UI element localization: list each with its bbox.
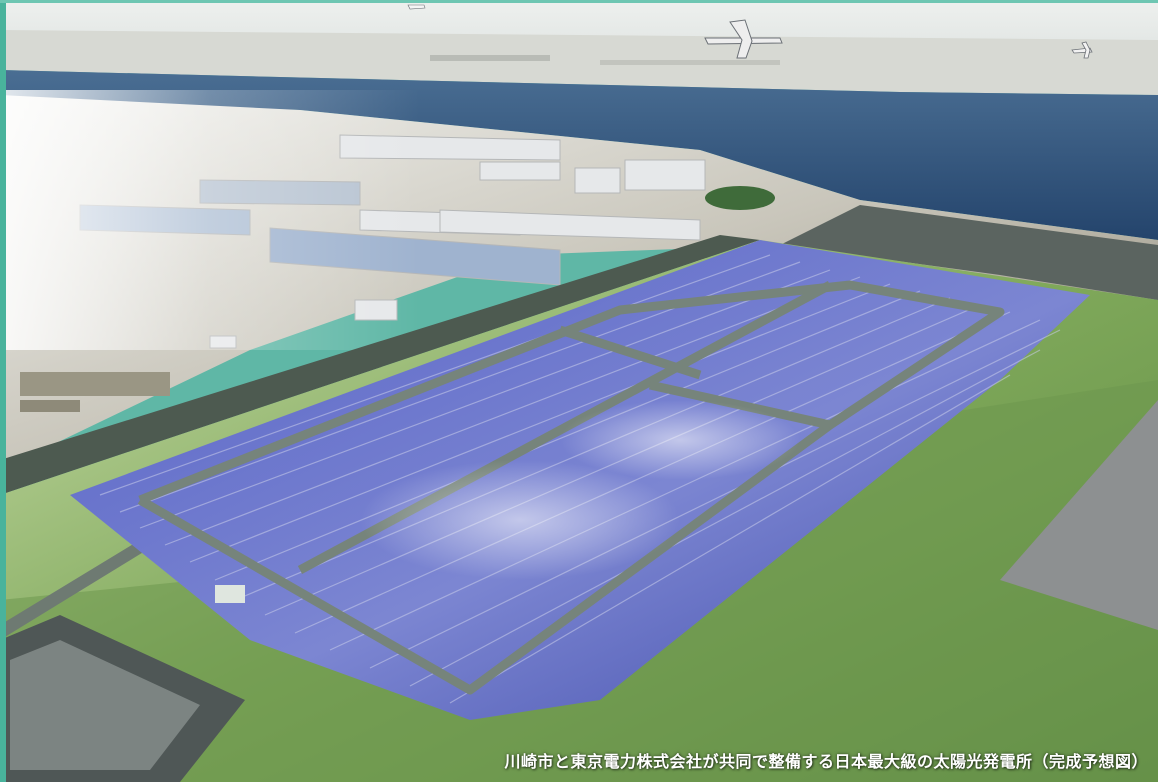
runway [1000,400,1158,630]
airplane-tiny [407,4,426,10]
image-caption: 川崎市と東京電力株式会社が共同で整備する日本最大級の太陽光発電所（完成予想図） [504,752,1148,771]
airplane-large [704,19,783,59]
tree-grove [705,186,775,210]
expressway [780,205,1158,300]
airplane-small [1071,41,1093,59]
frame-accent-left [0,0,6,782]
railway [0,235,760,495]
parking-lot [20,372,170,412]
airport-island [0,30,1158,95]
frame-accent-top [0,0,1158,3]
substation-building [215,585,245,603]
sea [0,70,1158,240]
